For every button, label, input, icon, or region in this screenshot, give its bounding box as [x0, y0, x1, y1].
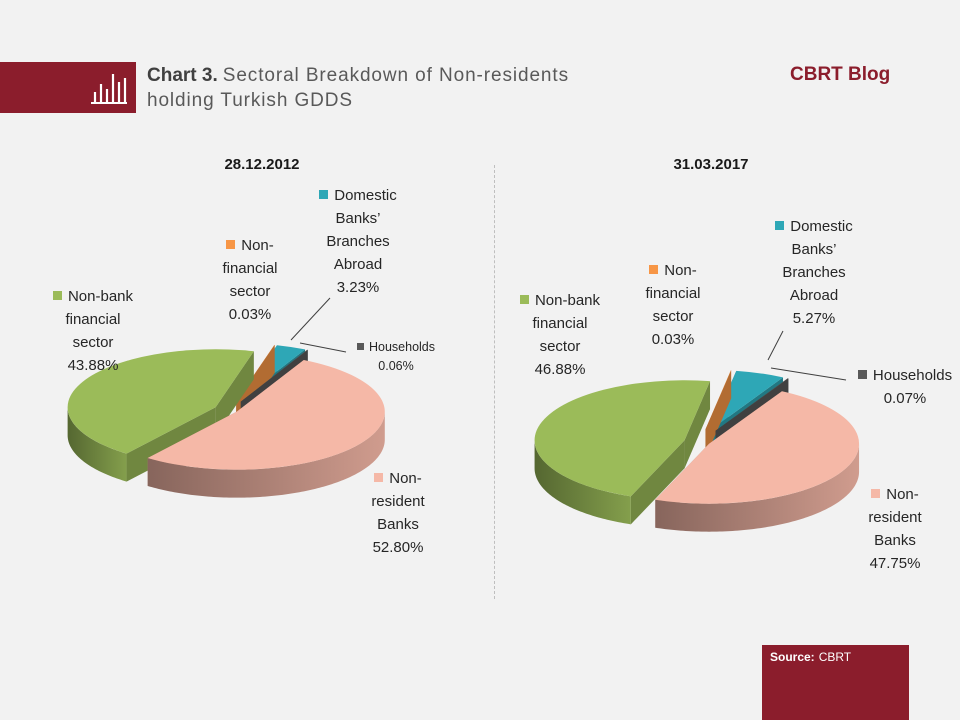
value-label: 0.03%: [228, 306, 272, 323]
legend-key: [226, 240, 236, 249]
category-name: Domestic Banks’ Branches Abroad: [326, 187, 397, 273]
value-label: 0.07%: [883, 390, 927, 407]
leader-line: [767, 330, 784, 361]
chart-title-right: 31.03.2017: [673, 156, 749, 173]
non-bank-financial-sector-slice-outer-side: [534, 440, 631, 525]
legend-key: [871, 489, 881, 498]
chart-title: Chart 3. Sectoral Breakdown of Non-reside…: [147, 63, 569, 113]
value-label: 0.03%: [651, 331, 695, 348]
category-name: Households: [872, 367, 953, 384]
blog-name: CBRT Blog: [790, 64, 891, 85]
leader-line: [299, 342, 347, 353]
chart-number: Chart 3.: [147, 65, 218, 86]
bar-chart-icon: [91, 74, 127, 104]
households-slice: [240, 349, 308, 402]
leader-line: [290, 297, 331, 341]
value-label: 43.88%: [67, 357, 119, 374]
category-name: Households: [368, 340, 435, 354]
value-label: 0.06%: [378, 359, 414, 373]
chart-title-left: 28.12.2012: [224, 156, 300, 173]
legend-key: [374, 473, 384, 482]
non-bank-financial-sector-slice-inner-side: [215, 351, 254, 436]
data-label-non-resident-banks: Non-resident Banks 52.80%: [354, 467, 442, 559]
non-financial-sector-slice: [705, 370, 732, 430]
leader-line: [770, 367, 847, 381]
source-value: CBRT: [818, 650, 852, 664]
value-label: 46.88%: [534, 361, 586, 378]
non-bank-financial-sector-slice: [67, 349, 254, 454]
legend-key: [857, 370, 867, 379]
title-line-2: holding Turkish GDDS: [147, 90, 353, 111]
legend-key: [319, 190, 329, 199]
data-label-non-resident-banks: Non-resident Banks 47.75%: [851, 483, 939, 575]
non-resident-banks-slice-outer-side: [655, 443, 860, 532]
source-box: Source: CBRT: [762, 645, 909, 720]
non-financial-sector-slice-inner-side: [705, 370, 732, 458]
non-resident-banks-slice: [655, 391, 860, 504]
data-label-non-financial-sector: Non-financial sector 0.03%: [206, 234, 294, 326]
leader-lines: [290, 297, 847, 381]
value-label: 3.23%: [336, 279, 380, 296]
non-resident-banks-slice-outer-side: [147, 411, 385, 498]
legend-key: [649, 265, 659, 274]
data-label-non-bank-financial-sector: Non-bank financial sector 43.88%: [47, 285, 139, 377]
data-label-domestic-banks-branches-abroad: Domestic Banks’ Branches Abroad 3.23%: [310, 184, 406, 299]
title-line-1: Sectoral Breakdown of Non-residents: [222, 65, 569, 86]
non-bank-financial-sector-slice-outer-side: [67, 407, 127, 482]
category-name: Non-bank financial sector: [532, 292, 601, 355]
category-name: Non-resident Banks: [371, 470, 425, 533]
data-label-domestic-banks-branches-abroad: Domestic Banks’ Branches Abroad 5.27%: [766, 215, 862, 330]
category-name: Domestic Banks’ Branches Abroad: [782, 218, 853, 304]
value-label: 47.75%: [869, 555, 921, 572]
category-name: Non-resident Banks: [868, 486, 922, 549]
data-label-households: Households 0.06%: [351, 338, 441, 376]
data-label-non-financial-sector: Non-financial sector 0.03%: [629, 259, 717, 351]
domestic-banks-branches-abroad-slice: [710, 370, 783, 430]
category-name: Non-financial sector: [645, 262, 701, 325]
category-name: Non-bank financial sector: [65, 288, 134, 351]
source-label: Source:: [770, 650, 815, 664]
non-bank-financial-sector-slice-inner-side: [630, 440, 685, 525]
non-resident-banks-slice: [147, 359, 385, 470]
legend-key: [519, 295, 529, 304]
value-label: 52.80%: [372, 539, 424, 556]
non-bank-financial-sector-slice-inner-side: [684, 381, 711, 469]
legend-key: [356, 343, 364, 350]
non-bank-financial-sector-slice: [534, 380, 711, 497]
chart-divider: [494, 165, 495, 599]
legend-key: [52, 291, 62, 300]
value-label: 5.27%: [792, 310, 836, 327]
households-slice: [715, 378, 789, 431]
data-label-households: Households 0.07%: [855, 364, 955, 410]
pie-slices: [67, 344, 860, 532]
data-label-non-bank-financial-sector: Non-bank financial sector 46.88%: [514, 289, 606, 381]
category-name: Non-financial sector: [222, 237, 278, 300]
legend-key: [775, 221, 785, 230]
